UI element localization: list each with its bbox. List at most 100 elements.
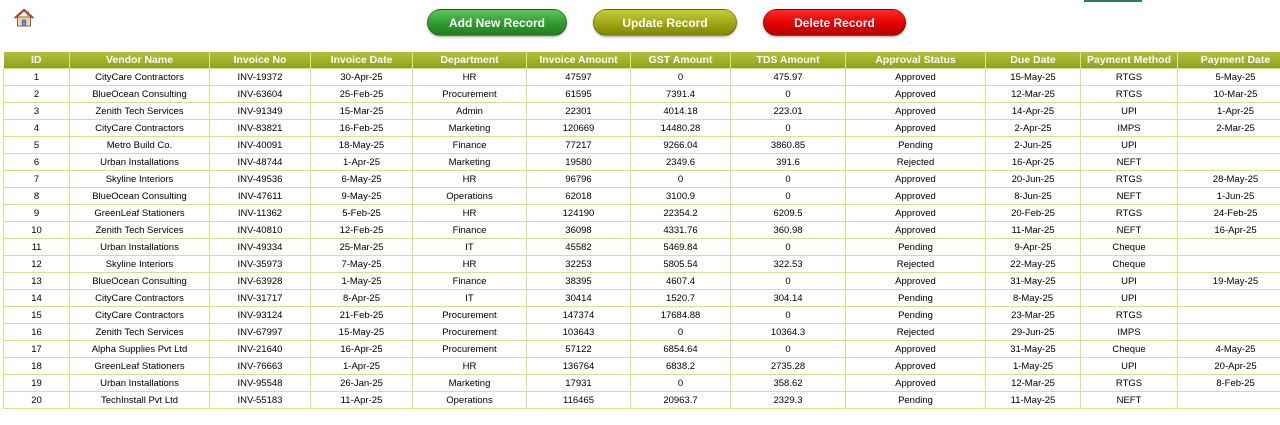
cell-invoice-no[interactable]: INV-40091: [210, 137, 311, 154]
cell-approval-status[interactable]: Approved: [846, 273, 986, 290]
empty-cell[interactable]: [846, 409, 986, 425]
empty-cell[interactable]: [4, 409, 70, 425]
cell-id[interactable]: 18: [4, 358, 70, 375]
column-header-due-date[interactable]: Due Date: [986, 52, 1081, 69]
cell-id[interactable]: 20: [4, 392, 70, 409]
cell-tds-amount[interactable]: 0: [731, 86, 846, 103]
cell-department[interactable]: HR: [413, 171, 527, 188]
column-header-gst-amount[interactable]: GST Amount: [631, 52, 731, 69]
cell-invoice-no[interactable]: INV-35973: [210, 256, 311, 273]
cell-payment-method[interactable]: UPI: [1081, 103, 1178, 120]
cell-invoice-date[interactable]: 7-May-25: [311, 256, 413, 273]
cell-invoice-amount[interactable]: 124190: [527, 205, 631, 222]
empty-cell[interactable]: [986, 409, 1081, 425]
cell-id[interactable]: 14: [4, 290, 70, 307]
cell-tds-amount[interactable]: 322.53: [731, 256, 846, 273]
cell-department[interactable]: Operations: [413, 392, 527, 409]
cell-gst-amount[interactable]: 0: [631, 69, 731, 86]
cell-payment-date[interactable]: 5-May-25: [1178, 69, 1280, 86]
cell-payment-date[interactable]: 8-Feb-25: [1178, 375, 1280, 392]
cell-gst-amount[interactable]: 4607.4: [631, 273, 731, 290]
cell-id[interactable]: 10: [4, 222, 70, 239]
cell-department[interactable]: Marketing: [413, 154, 527, 171]
cell-payment-method[interactable]: UPI: [1081, 273, 1178, 290]
cell-payment-method[interactable]: Cheque: [1081, 256, 1178, 273]
cell-payment-date[interactable]: 2-Mar-25: [1178, 120, 1280, 137]
cell-vendor-name[interactable]: CityCare Contractors: [70, 120, 210, 137]
cell-payment-method[interactable]: IMPS: [1081, 120, 1178, 137]
cell-approval-status[interactable]: Rejected: [846, 256, 986, 273]
cell-due-date[interactable]: 11-Mar-25: [986, 222, 1081, 239]
cell-id[interactable]: 3: [4, 103, 70, 120]
cell-invoice-no[interactable]: INV-76663: [210, 358, 311, 375]
cell-due-date[interactable]: 16-Apr-25: [986, 154, 1081, 171]
cell-vendor-name[interactable]: TechInstall Pvt Ltd: [70, 392, 210, 409]
cell-invoice-date[interactable]: 21-Feb-25: [311, 307, 413, 324]
cell-invoice-no[interactable]: INV-93124: [210, 307, 311, 324]
cell-due-date[interactable]: 15-May-25: [986, 69, 1081, 86]
cell-tds-amount[interactable]: 304.14: [731, 290, 846, 307]
column-header-tds-amount[interactable]: TDS Amount: [731, 52, 846, 69]
empty-cell[interactable]: [413, 409, 527, 425]
cell-department[interactable]: Finance: [413, 222, 527, 239]
cell-gst-amount[interactable]: 6838.2: [631, 358, 731, 375]
cell-due-date[interactable]: 12-Mar-25: [986, 86, 1081, 103]
cell-approval-status[interactable]: Pending: [846, 392, 986, 409]
cell-due-date[interactable]: 12-Mar-25: [986, 375, 1081, 392]
cell-department[interactable]: HR: [413, 205, 527, 222]
cell-vendor-name[interactable]: Metro Build Co.: [70, 137, 210, 154]
cell-payment-date[interactable]: 20-Apr-25: [1178, 358, 1280, 375]
cell-department[interactable]: HR: [413, 69, 527, 86]
cell-due-date[interactable]: 8-Jun-25: [986, 188, 1081, 205]
empty-cell[interactable]: [1178, 409, 1280, 425]
cell-payment-method[interactable]: Cheque: [1081, 341, 1178, 358]
cell-gst-amount[interactable]: 4331.76: [631, 222, 731, 239]
cell-invoice-no[interactable]: INV-31717: [210, 290, 311, 307]
cell-due-date[interactable]: 31-May-25: [986, 341, 1081, 358]
cell-vendor-name[interactable]: GreenLeaf Stationers: [70, 358, 210, 375]
cell-gst-amount[interactable]: 3100.9: [631, 188, 731, 205]
cell-invoice-date[interactable]: 1-May-25: [311, 273, 413, 290]
cell-gst-amount[interactable]: 17684.88: [631, 307, 731, 324]
cell-gst-amount[interactable]: 20963.7: [631, 392, 731, 409]
cell-gst-amount[interactable]: 2349.6: [631, 154, 731, 171]
cell-invoice-no[interactable]: INV-40810: [210, 222, 311, 239]
cell-invoice-no[interactable]: INV-63928: [210, 273, 311, 290]
cell-id[interactable]: 7: [4, 171, 70, 188]
cell-tds-amount[interactable]: 0: [731, 273, 846, 290]
cell-vendor-name[interactable]: Zenith Tech Services: [70, 324, 210, 341]
cell-id[interactable]: 19: [4, 375, 70, 392]
cell-id[interactable]: 8: [4, 188, 70, 205]
cell-payment-method[interactable]: RTGS: [1081, 375, 1178, 392]
cell-approval-status[interactable]: Approved: [846, 375, 986, 392]
cell-invoice-amount[interactable]: 22301: [527, 103, 631, 120]
cell-invoice-date[interactable]: 6-May-25: [311, 171, 413, 188]
cell-tds-amount[interactable]: 0: [731, 341, 846, 358]
cell-invoice-no[interactable]: INV-83821: [210, 120, 311, 137]
cell-gst-amount[interactable]: 5805.54: [631, 256, 731, 273]
cell-id[interactable]: 1: [4, 69, 70, 86]
cell-payment-method[interactable]: RTGS: [1081, 86, 1178, 103]
cell-payment-method[interactable]: RTGS: [1081, 69, 1178, 86]
column-header-invoice-amount[interactable]: Invoice Amount: [527, 52, 631, 69]
cell-id[interactable]: 11: [4, 239, 70, 256]
cell-due-date[interactable]: 8-May-25: [986, 290, 1081, 307]
column-header-approval-status[interactable]: Approval Status: [846, 52, 986, 69]
cell-due-date[interactable]: 9-Apr-25: [986, 239, 1081, 256]
cell-vendor-name[interactable]: Alpha Supplies Pvt Ltd: [70, 341, 210, 358]
empty-cell[interactable]: [631, 409, 731, 425]
cell-due-date[interactable]: 22-May-25: [986, 256, 1081, 273]
cell-invoice-amount[interactable]: 61595: [527, 86, 631, 103]
cell-vendor-name[interactable]: Skyline Interiors: [70, 171, 210, 188]
empty-cell[interactable]: [731, 409, 846, 425]
cell-payment-date[interactable]: 1-Apr-25: [1178, 103, 1280, 120]
